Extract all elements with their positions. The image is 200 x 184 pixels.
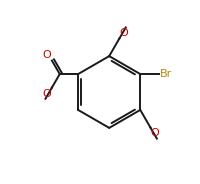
Text: O: O: [42, 50, 51, 60]
Text: O: O: [120, 28, 128, 38]
Text: Br: Br: [159, 69, 172, 79]
Text: O: O: [151, 128, 160, 138]
Text: O: O: [43, 89, 51, 98]
